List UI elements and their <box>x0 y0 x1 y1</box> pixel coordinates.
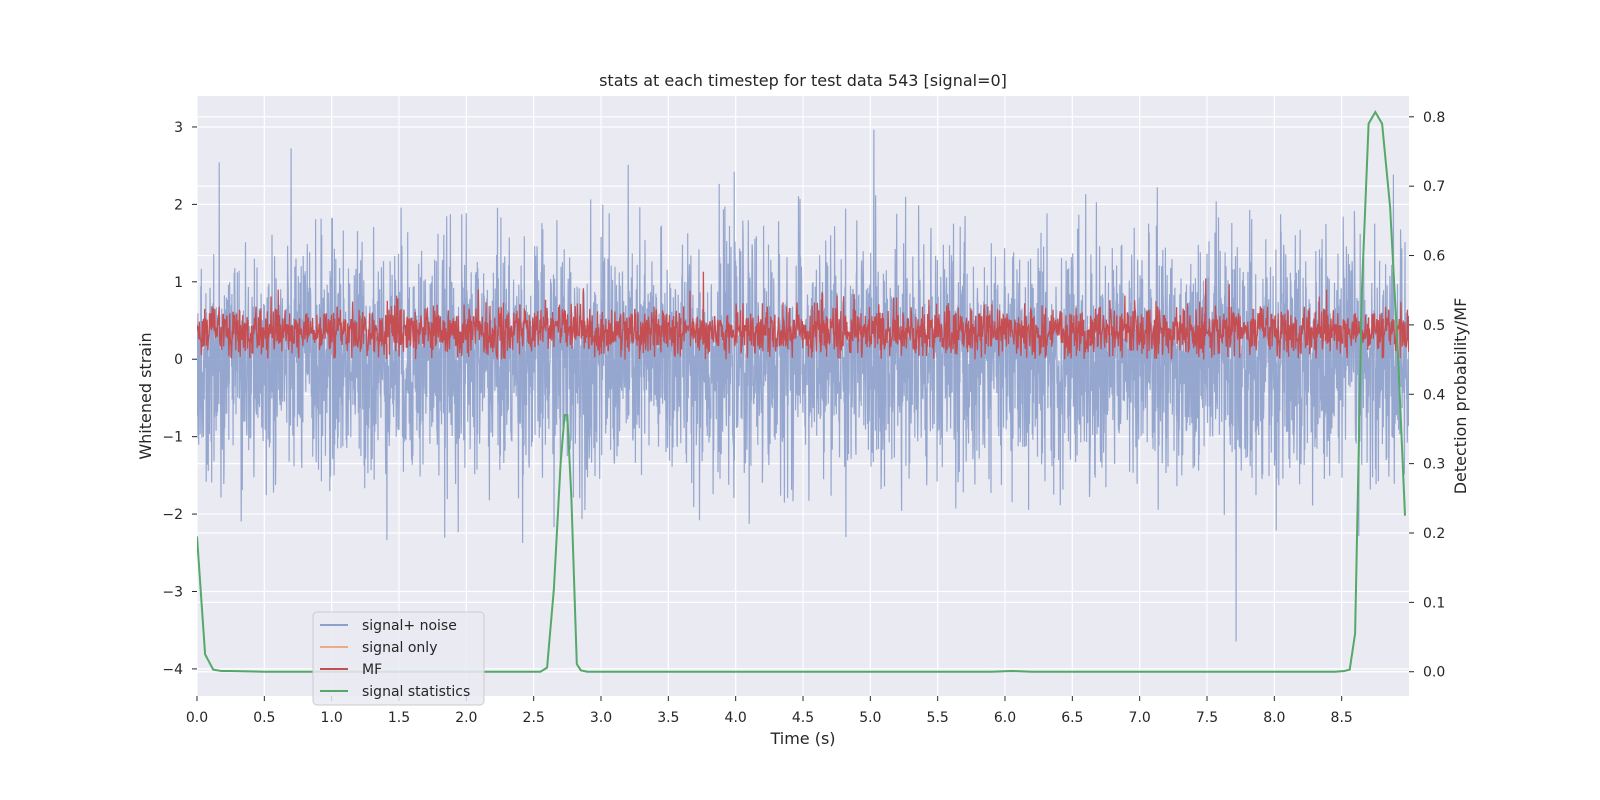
x-tick-label: 1.5 <box>388 710 410 726</box>
legend: signal+ noise signal only MF signal stat… <box>312 611 485 706</box>
y2-axis-label: Detection probability/MF <box>1451 298 1470 495</box>
x-tick-label: 0.5 <box>253 710 275 726</box>
y-tick-label: 3 <box>174 120 183 136</box>
y-tick-label: 1 <box>174 275 183 291</box>
y-axis-right: 0.8 0.7 0.6 0.5 0.4 0.3 0.2 0.1 0.0 <box>1409 110 1445 681</box>
y-tick-label: −4 <box>162 662 183 678</box>
y-tick-label: 2 <box>174 197 183 213</box>
y2-tick-label: 0.3 <box>1423 457 1445 473</box>
chart-title: stats at each timestep for test data 543… <box>599 71 1007 90</box>
y2-tick-label: 0.0 <box>1423 665 1445 681</box>
series-signal-noise <box>197 129 1409 642</box>
x-tick-label: 4.0 <box>725 710 747 726</box>
y2-tick-label: 0.4 <box>1423 387 1445 403</box>
y-axis-left: 3 2 1 0 −1 −2 −3 −4 <box>162 120 197 678</box>
y2-tick-label: 0.6 <box>1423 249 1445 265</box>
x-tick-label: 3.5 <box>657 710 679 726</box>
x-tick-label: 4.5 <box>792 710 814 726</box>
x-tick-label: 8.0 <box>1263 710 1285 726</box>
x-tick-label: 6.5 <box>1061 710 1083 726</box>
x-axis: 0.0 0.5 1.0 1.5 2.0 2.5 3.0 3.5 4.0 4.5 5.0 5.5 6.0 6… <box>186 696 1353 726</box>
x-tick-label: 1.0 <box>321 710 343 726</box>
x-tick-label: 2.5 <box>523 710 545 726</box>
x-tick-label: 8.5 <box>1331 710 1353 726</box>
y2-tick-label: 0.8 <box>1423 110 1445 126</box>
x-tick-label: 5.5 <box>927 710 949 726</box>
y2-tick-label: 0.1 <box>1423 595 1445 611</box>
legend-label-mf: MF <box>362 662 382 678</box>
y-tick-label: −2 <box>162 507 183 523</box>
legend-label-signal-only: signal only <box>362 640 437 656</box>
legend-box <box>312 611 485 706</box>
y2-tick-label: 0.7 <box>1423 179 1445 195</box>
x-tick-label: 0.0 <box>186 710 208 726</box>
series-mf <box>197 271 1409 360</box>
y2-tick-label: 0.2 <box>1423 526 1445 542</box>
x-tick-label: 7.0 <box>1129 710 1151 726</box>
legend-label-signal-statistics: signal statistics <box>362 684 470 700</box>
y-axis-label: Whitened strain <box>136 332 155 459</box>
x-tick-label: 7.5 <box>1196 710 1218 726</box>
y-tick-label: −1 <box>162 430 183 446</box>
x-tick-label: 3.0 <box>590 710 612 726</box>
y-tick-label: 0 <box>174 352 183 368</box>
x-axis-label: Time (s) <box>769 729 835 748</box>
legend-label-signal-noise: signal+ noise <box>362 618 457 634</box>
x-tick-label: 2.0 <box>455 710 477 726</box>
x-tick-label: 6.0 <box>994 710 1016 726</box>
y-tick-label: −3 <box>162 584 183 600</box>
y2-tick-label: 0.5 <box>1423 318 1445 334</box>
x-tick-label: 5.0 <box>859 710 881 726</box>
